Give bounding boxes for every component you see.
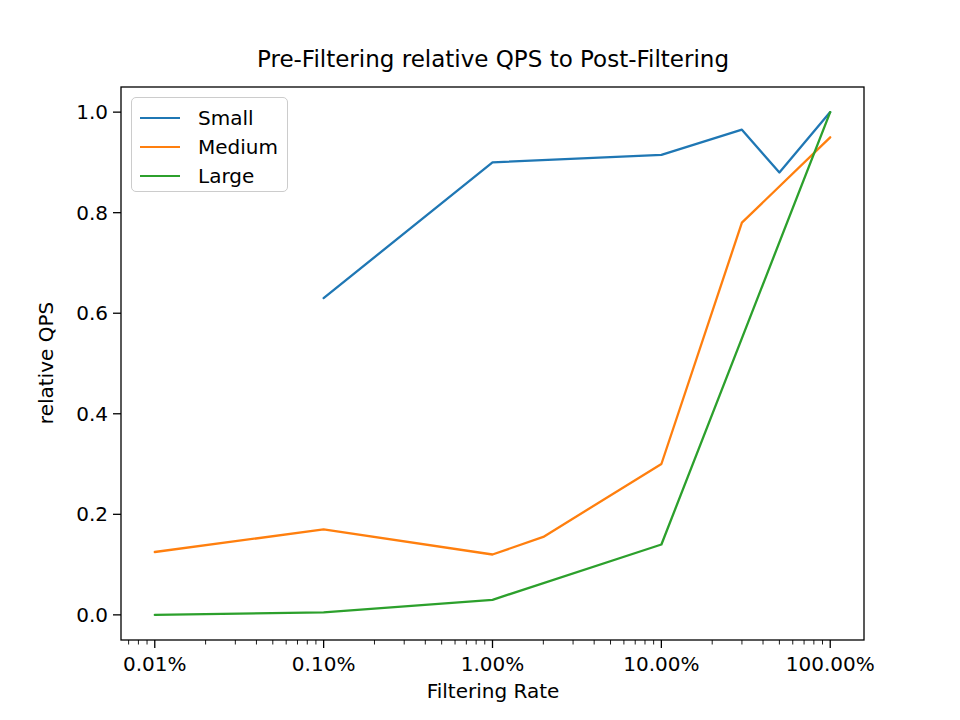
legend-line-swatch-large — [140, 175, 180, 177]
legend: Small Medium Large — [131, 97, 288, 192]
series-line-medium — [155, 137, 830, 554]
x-tick-label: 0.01% — [123, 652, 187, 676]
y-tick-label: 0.4 — [0, 402, 108, 426]
x-axis-label: Filtering Rate — [121, 679, 865, 703]
x-tick-label: 10.00% — [623, 652, 699, 676]
x-tick-label: 1.00% — [461, 652, 525, 676]
y-tick-label: 0.6 — [0, 301, 108, 325]
legend-item-medium: Medium — [132, 132, 287, 161]
legend-item-small: Small — [132, 103, 287, 132]
legend-label-medium: Medium — [198, 135, 278, 159]
series-line-small — [324, 112, 831, 298]
x-tick-label: 0.10% — [292, 652, 356, 676]
y-tick-label: 0.8 — [0, 201, 108, 225]
chart-title: Pre-Filtering relative QPS to Post-Filte… — [121, 46, 865, 72]
legend-line-swatch-small — [140, 117, 180, 119]
legend-item-large: Large — [132, 161, 287, 190]
legend-line-swatch-medium — [140, 146, 180, 148]
x-tick-label: 100.00% — [786, 652, 875, 676]
chart-figure: Pre-Filtering relative QPS to Post-Filte… — [0, 0, 960, 720]
y-tick-label: 0.2 — [0, 502, 108, 526]
legend-label-large: Large — [198, 164, 254, 188]
y-tick-label: 1.0 — [0, 100, 108, 124]
y-tick-label: 0.0 — [0, 603, 108, 627]
legend-label-small: Small — [198, 106, 254, 130]
